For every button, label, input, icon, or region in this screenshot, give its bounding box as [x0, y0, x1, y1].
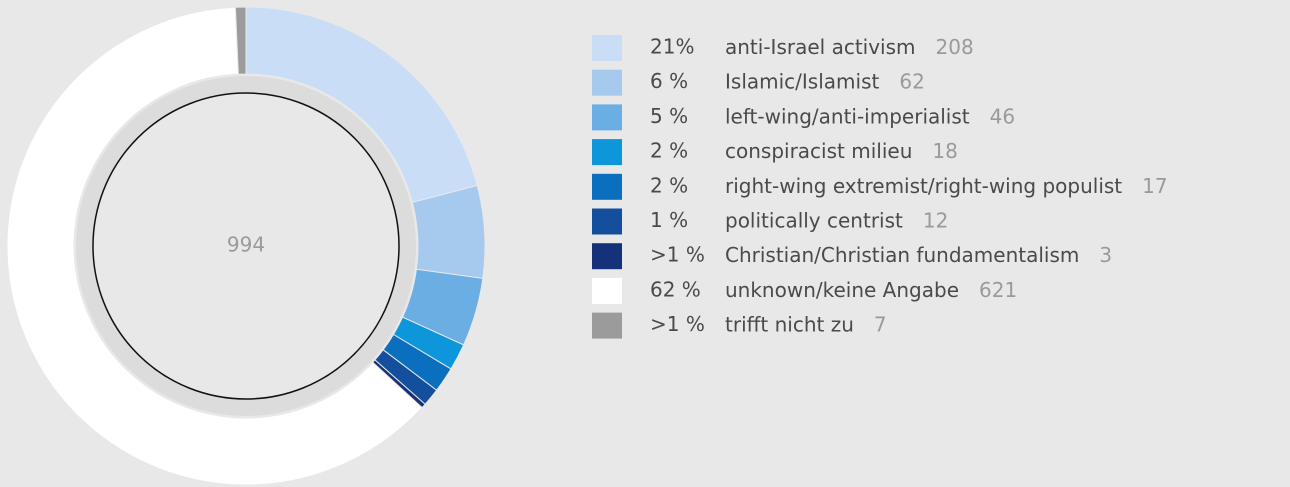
legend-swatch — [592, 139, 622, 166]
legend-percent: 5 % — [650, 104, 688, 128]
legend-category: right-wing extremist/right-wing populist — [725, 173, 1122, 197]
legend-swatch — [592, 312, 622, 339]
legend-swatch — [592, 69, 622, 96]
legend-category: politically centrist — [725, 208, 903, 232]
legend-percent: 2 % — [650, 139, 688, 163]
slice — [234, 6, 247, 75]
legend-category: Islamic/Islamist — [725, 69, 879, 93]
slice — [411, 184, 486, 279]
legend-count: 12 — [923, 208, 948, 232]
legend-percent: 1 % — [650, 208, 688, 232]
legend-swatch — [592, 173, 622, 200]
legend-count: 208 — [936, 35, 974, 59]
legend-label: anti-Israel activism 208 — [725, 35, 974, 59]
legend-count: 46 — [990, 104, 1015, 128]
legend-category: unknown/keine Angabe — [725, 277, 959, 301]
legend-label: Islamic/Islamist 62 — [725, 69, 925, 93]
legend-swatch — [592, 208, 622, 235]
legend-category: Christian/Christian fundamentalism — [725, 243, 1079, 267]
legend-count: 7 — [874, 312, 887, 336]
legend-count: 17 — [1142, 173, 1167, 197]
legend-label: conspiracist milieu 18 — [725, 139, 958, 163]
legend-percent: >1 % — [650, 243, 705, 267]
legend-percent: 6 % — [650, 69, 688, 93]
legend-percent: 21% — [650, 35, 694, 59]
legend-count: 62 — [899, 69, 924, 93]
legend-count: 621 — [979, 277, 1017, 301]
legend-label: trifft nicht zu 7 — [725, 312, 887, 336]
legend-label: left-wing/anti-imperialist 46 — [725, 104, 1015, 128]
legend-percent: >1 % — [650, 312, 705, 336]
legend-label: Christian/Christian fundamentalism 3 — [725, 243, 1112, 267]
legend-swatch — [592, 104, 622, 131]
legend-label: politically centrist 12 — [725, 208, 948, 232]
slice — [6, 6, 423, 486]
legend-category: left-wing/anti-imperialist — [725, 104, 970, 128]
legend-label: right-wing extremist/right-wing populist… — [725, 173, 1168, 197]
legend-swatch — [592, 35, 622, 61]
legend-category: conspiracist milieu — [725, 139, 912, 163]
legend-percent: 2 % — [650, 173, 688, 197]
legend-label: unknown/keine Angabe 621 — [725, 277, 1017, 301]
inner-circle — [92, 92, 400, 400]
legend-category: anti-Israel activism — [725, 35, 916, 59]
center-label: 994 — [227, 233, 265, 257]
legend-category: trifft nicht zu — [725, 312, 854, 336]
legend-swatch — [592, 243, 622, 270]
legend-swatch — [592, 277, 622, 304]
legend-count: 18 — [932, 139, 957, 163]
legend-count: 3 — [1099, 243, 1112, 267]
legend-percent: 62 % — [650, 277, 701, 301]
